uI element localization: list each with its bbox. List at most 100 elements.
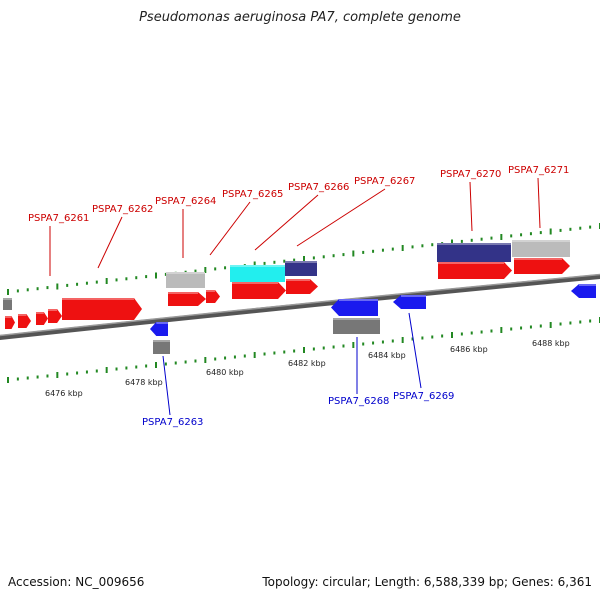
feature-box-navy-b	[437, 243, 511, 262]
feature-box-gray-left-shine	[3, 298, 12, 300]
leader-pspa7-6263	[162, 355, 171, 416]
gene-arrow-pspa7-6262-body	[62, 298, 142, 320]
gene-arrow-fwd-b-shine	[18, 314, 27, 316]
feature-box-light-gray-a-body	[166, 272, 205, 288]
scale-label-6484: 6484 kbp	[368, 351, 406, 360]
feature-box-gray-c-body	[333, 318, 380, 334]
gene-arrow-pspa7-6266-body	[286, 279, 318, 294]
feature-box-gray-b-shine	[153, 340, 170, 342]
feature-box-light-gray-a	[166, 272, 205, 288]
gene-arrow-pspa7-6268-shine	[339, 299, 378, 301]
scale-label-6476: 6476 kbp	[45, 389, 83, 398]
feature-box-cyan-shine	[230, 265, 285, 267]
feature-box-light-gray-b	[512, 240, 570, 257]
genome-stats-text: Topology: circular; Length: 6,588,339 bp…	[262, 575, 592, 589]
leader-pspa7-6270	[469, 181, 473, 232]
feature-box-gray-c-shine	[333, 318, 380, 320]
feature-box-navy-b-body	[437, 243, 511, 262]
gene-label-pspa7-6261[interactable]: PSPA7_6261	[28, 213, 89, 224]
map-title: Pseudomonas aeruginosa PA7, complete gen…	[139, 10, 461, 25]
gene-arrow-fwd-d-body	[48, 309, 62, 323]
scale-label-6482: 6482 kbp	[288, 359, 326, 368]
scale-label-6478: 6478 kbp	[125, 378, 163, 387]
leader-pspa7-6266	[254, 194, 319, 251]
gene-arrow-fwd-c-body	[36, 312, 48, 325]
gene-arrow-pspa7-6266-shine	[286, 279, 310, 281]
gene-arrow-pspa7-6270-shine	[438, 262, 504, 264]
gene-arrow-pspa7-6262	[62, 298, 142, 320]
feature-box-gray-c	[333, 318, 380, 334]
gene-arrow-pspa7-6266	[286, 279, 318, 294]
gene-arrow-pspa7-6265-shine	[232, 282, 278, 284]
genome-backbone-highlight	[0, 273, 600, 337]
gene-label-pspa7-6270[interactable]: PSPA7_6270	[440, 169, 501, 180]
feature-box-gray-left	[3, 298, 12, 310]
gene-label-pspa7-6265[interactable]: PSPA7_6265	[222, 189, 283, 200]
leader-pspa7-6262	[97, 216, 123, 269]
gene-arrow-pspa7-6263	[150, 322, 168, 336]
gene-arrow-fwd-a	[5, 316, 15, 329]
gene-arrow-fwd-e	[206, 290, 220, 303]
gene-label-pspa7-6267[interactable]: PSPA7_6267	[354, 176, 415, 187]
gene-arrow-pspa7-6269-body	[393, 295, 426, 309]
gene-arrow-pspa7-6268	[331, 299, 378, 316]
gene-arrow-fwd-e-shine	[206, 290, 216, 292]
gene-arrow-pspa7-6264-body	[168, 292, 206, 306]
feature-box-light-gray-a-shine	[166, 272, 205, 274]
gene-arrow-pspa7-6269-shine	[401, 295, 426, 297]
gene-label-pspa7-6263[interactable]: PSPA7_6263	[142, 417, 203, 428]
feature-box-light-gray-b-shine	[512, 240, 570, 242]
gene-label-pspa7-6269[interactable]: PSPA7_6269	[393, 391, 454, 402]
gene-arrow-fwd-b-body	[18, 314, 31, 328]
gene-arrow-pspa7-6268-body	[331, 299, 378, 316]
gene-label-pspa7-6262[interactable]: PSPA7_6262	[92, 204, 153, 215]
gene-label-pspa7-6266[interactable]: PSPA7_6266	[288, 182, 349, 193]
gene-label-pspa7-6271[interactable]: PSPA7_6271	[508, 165, 569, 176]
feature-box-gray-b	[153, 340, 170, 354]
gene-arrow-pspa7-6269	[393, 295, 426, 309]
gene-arrow-pspa7-6265-body	[232, 282, 286, 299]
leader-pspa7-6267	[296, 188, 386, 247]
gene-arrow-fwd-c	[36, 312, 48, 325]
gene-arrow-rev-d-body	[571, 284, 596, 298]
gene-arrow-fwd-a-shine	[5, 316, 12, 318]
feature-box-navy-b-shine	[437, 243, 511, 245]
gene-arrow-fwd-d	[48, 309, 62, 323]
gene-arrow-rev-d-shine	[579, 284, 596, 286]
gene-arrow-pspa7-6271	[514, 258, 570, 274]
gene-label-pspa7-6268[interactable]: PSPA7_6268	[328, 396, 389, 407]
scale-label-6480: 6480 kbp	[206, 368, 244, 377]
feature-box-light-gray-b-body	[512, 240, 570, 257]
gene-arrow-fwd-d-shine	[48, 309, 58, 311]
feature-box-gray-left-body	[3, 298, 12, 310]
genome-backbone	[0, 273, 600, 340]
accession-text: Accession: NC_009656	[8, 575, 145, 589]
gene-arrow-fwd-e-body	[206, 290, 220, 303]
feature-box-navy-a-body	[285, 261, 317, 276]
scale-label-6486: 6486 kbp	[450, 345, 488, 354]
feature-box-navy-a-shine	[285, 261, 317, 263]
gene-arrow-pspa7-6263-shine	[156, 322, 168, 324]
gene-arrow-pspa7-6270	[438, 262, 512, 279]
gene-arrow-fwd-a-body	[5, 316, 15, 329]
gene-arrow-pspa7-6265	[232, 282, 286, 299]
gene-arrow-pspa7-6263-body	[150, 322, 168, 336]
feature-box-navy-a	[285, 261, 317, 276]
gene-arrow-fwd-b	[18, 314, 31, 328]
feature-box-cyan	[230, 265, 285, 282]
gene-arrow-fwd-c-shine	[36, 312, 44, 314]
gene-arrow-pspa7-6264	[168, 292, 206, 306]
gene-arrow-pspa7-6270-body	[438, 262, 512, 279]
feature-box-gray-b-body	[153, 340, 170, 354]
scale-label-6488: 6488 kbp	[532, 339, 570, 348]
leader-pspa7-6265	[209, 201, 251, 256]
leader-pspa7-6271	[537, 177, 541, 229]
feature-box-cyan-body	[230, 265, 285, 282]
gene-arrow-pspa7-6271-body	[514, 258, 570, 274]
gene-arrow-pspa7-6271-shine	[514, 258, 562, 260]
gene-arrow-pspa7-6262-shine	[62, 298, 134, 300]
gene-arrow-pspa7-6264-shine	[168, 292, 198, 294]
gene-label-pspa7-6264[interactable]: PSPA7_6264	[155, 196, 216, 207]
